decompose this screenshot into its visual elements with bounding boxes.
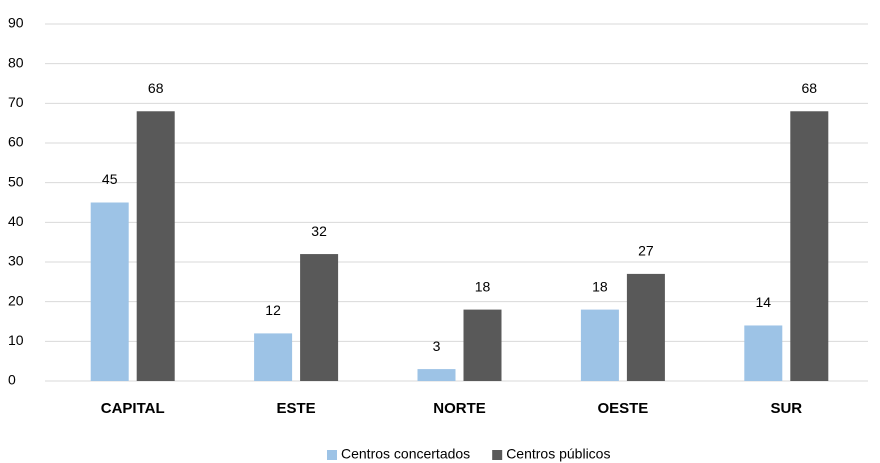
data-label: 27 [638, 243, 654, 259]
y-tick-label: 80 [8, 54, 24, 70]
bar [463, 309, 502, 381]
x-tick-label: SUR [770, 400, 802, 417]
data-label: 32 [311, 223, 327, 239]
x-tick-label: NORTE [433, 400, 486, 417]
y-tick-label: 40 [8, 213, 24, 229]
bar [90, 202, 129, 381]
bar [580, 309, 619, 381]
bar [136, 111, 175, 382]
y-tick-label: 60 [8, 134, 24, 150]
bar [626, 273, 665, 381]
y-tick-label: 70 [8, 94, 24, 110]
legend-label: Centros públicos [506, 446, 610, 462]
bar [254, 333, 293, 381]
bar [790, 111, 829, 382]
data-label: 68 [802, 80, 818, 96]
x-tick-label: CAPITAL [101, 400, 165, 417]
x-tick-label: ESTE [277, 400, 316, 417]
legend-label: Centros concertados [341, 446, 470, 462]
bar [300, 254, 339, 381]
y-tick-label: 50 [8, 173, 24, 189]
data-label: 68 [148, 80, 164, 96]
bar [744, 325, 783, 381]
bar [417, 369, 456, 381]
x-tick-label: OESTE [597, 400, 648, 417]
y-tick-label: 10 [8, 332, 24, 348]
data-label: 45 [102, 171, 118, 187]
y-tick-label: 0 [8, 372, 16, 388]
y-tick-label: 20 [8, 292, 24, 308]
data-label: 3 [433, 338, 441, 354]
legend-swatch [327, 450, 337, 460]
data-label: 14 [756, 294, 772, 310]
data-label: 12 [265, 302, 281, 318]
legend-swatch [492, 450, 503, 460]
data-label: 18 [592, 278, 608, 294]
y-tick-label: 90 [8, 15, 24, 31]
y-tick-label: 30 [8, 253, 24, 269]
data-label: 18 [475, 278, 491, 294]
